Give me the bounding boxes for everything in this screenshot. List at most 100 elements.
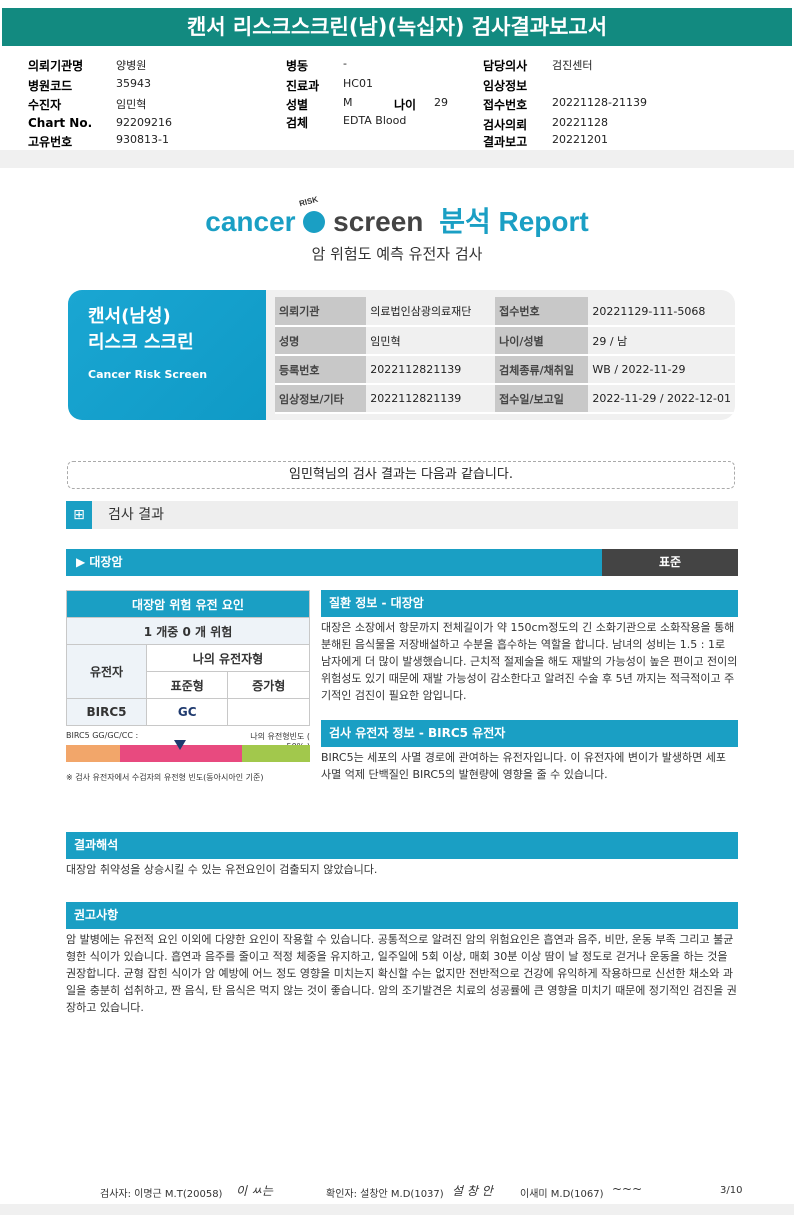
- info-key: 나이/성별: [495, 326, 589, 356]
- header-value: 임민혁: [116, 98, 147, 111]
- risk-count: 1 개중 0 개 위험: [66, 617, 310, 645]
- header-value: 29: [434, 96, 448, 109]
- header-label: 접수번호: [483, 98, 528, 112]
- info-value: 20221129-111-5068: [588, 297, 735, 327]
- info-row: 임상정보/기타 2022112821139 접수일/보고일 2022-11-29 / …: [275, 384, 735, 414]
- interpretation-header: 결과해석: [66, 832, 738, 859]
- header-value: 20221128: [552, 116, 608, 129]
- interpretation-text: 대장암 취약성을 상승시킬 수 있는 유전요인이 검출되지 않았습니다.: [66, 863, 378, 876]
- info-value: 2022-11-29 / 2022-12-01: [588, 384, 735, 414]
- tester-signature: 이 ㅆ는: [236, 1184, 273, 1198]
- header-label: 고유번호: [28, 135, 73, 149]
- scale-segment-high: [241, 745, 310, 762]
- header-value: -: [343, 57, 347, 70]
- divider-band: [0, 150, 794, 168]
- info-key: 성명: [275, 326, 367, 356]
- header-label: 성별: [286, 98, 309, 112]
- header-label: 병동: [286, 59, 309, 73]
- logo-screen: screen: [333, 206, 424, 237]
- logo-risk: RISK: [298, 194, 320, 209]
- genotype-marker-icon: [174, 740, 186, 750]
- tester: 검사자: 이명근 M.T(20058): [100, 1189, 223, 1200]
- header-value: HC01: [343, 77, 373, 90]
- scale-segment-low: [66, 745, 120, 762]
- cancer-name: ▶ 대장암: [76, 555, 123, 569]
- header-value: 930813-1: [116, 133, 169, 146]
- page-number: 3/10: [720, 1185, 743, 1196]
- info-row: 의뢰기관 의료법인삼광의료재단 접수번호 20221129-111-5068: [275, 297, 735, 327]
- header-value: EDTA Blood: [343, 114, 407, 127]
- info-value: 의료법인삼광의료재단: [366, 297, 496, 327]
- patient-info-card: 캔서(남성) 리스크 스크린 Cancer Risk Screen 의뢰기관 의료…: [68, 290, 735, 420]
- header-label: 병원코드: [28, 79, 73, 93]
- header-label: 담당의사: [483, 59, 528, 73]
- standard-value: GC: [145, 698, 229, 726]
- header-value: 양병원: [116, 59, 147, 72]
- header-value: 검진센터: [552, 59, 593, 72]
- header-value: 20221128-21139: [552, 96, 647, 109]
- header-label: 의뢰기관명: [28, 59, 84, 73]
- header-value: M: [343, 96, 353, 109]
- info-value: 29 / 남: [588, 326, 735, 356]
- info-value: 임민혁: [366, 326, 496, 356]
- info-value: 2022112821139: [366, 355, 496, 385]
- doctor2: 이새미 M.D(1067): [520, 1189, 604, 1200]
- gene-info-header: 검사 유전자 정보 - BIRC5 유전자: [321, 720, 738, 747]
- recommendation-text: 암 발병에는 유전적 요인 이외에 다양한 요인이 작용할 수 있습니다. 공통…: [66, 933, 737, 1014]
- my-genotype-header: 나의 유전자형: [146, 644, 310, 672]
- header-value: 20221201: [552, 133, 608, 146]
- frequency-scale: [66, 745, 310, 762]
- card-banner: 캔서(남성) 리스크 스크린 Cancer Risk Screen: [68, 290, 266, 420]
- recommendation-header: 권고사항: [66, 902, 738, 929]
- header-value: 35943: [116, 77, 151, 90]
- cancer-type-bar: ▶ 대장암 표준: [66, 549, 738, 576]
- dna-icon: RISK: [299, 195, 326, 233]
- increased-header: 증가형: [227, 671, 310, 699]
- info-key: 접수번호: [495, 297, 589, 327]
- info-key: 검체종류/채취일: [495, 355, 589, 385]
- scale-label-left: BIRC5 GG/GC/CC :: [66, 731, 139, 740]
- header-label: 수진자: [28, 98, 62, 112]
- risk-table-title: 대장암 위험 유전 요인: [66, 590, 310, 618]
- info-key: 등록번호: [275, 355, 367, 385]
- standard-header: 표준형: [145, 671, 229, 699]
- header-label: 검체: [286, 116, 309, 130]
- logo-cancer: cancer: [205, 206, 296, 237]
- header-label: Chart No.: [28, 116, 93, 130]
- summary-box: 임민혁님의 검사 결과는 다음과 같습니다.: [67, 461, 735, 489]
- gene-info-text: BIRC5는 세포의 사멸 경로에 관여하는 유전자입니다. 이 유전자에 변이…: [321, 751, 726, 781]
- info-row: 성명 임민혁 나이/성별 29 / 남: [275, 326, 735, 356]
- confirmer-signature: 설 창 안: [452, 1184, 493, 1198]
- header-label: 진료과: [286, 79, 320, 93]
- result-badge: 표준: [602, 549, 738, 576]
- increased-value: [227, 698, 310, 726]
- disease-info-text: 대장은 소장에서 항문까지 전체길이가 약 150cm정도의 긴 소화기관으로 …: [321, 621, 738, 702]
- logo-report: 분석 Report: [439, 206, 589, 237]
- confirmer: 확인자: 설창안 M.D(1037): [326, 1189, 444, 1200]
- header-label: 검사의뢰: [483, 118, 528, 132]
- scale-segment-mid: [119, 745, 242, 762]
- gene-name: BIRC5: [66, 698, 147, 726]
- footer-band: [0, 1204, 794, 1215]
- info-value: WB / 2022-11-29: [588, 355, 735, 385]
- card-english: Cancer Risk Screen: [88, 368, 208, 381]
- doctor2-signature: ~~~: [612, 1182, 643, 1196]
- header-label: 임상정보: [483, 79, 528, 93]
- risk-table: 대장암 위험 유전 요인 1 개중 0 개 위험 유전자 나의 유전자형 표준형 증…: [66, 590, 310, 726]
- disease-info-header: 질환 정보 - 대장암: [321, 590, 738, 617]
- section-title: 검사 결과: [108, 507, 164, 523]
- info-key: 임상정보/기타: [275, 384, 367, 414]
- scale-note: ※ 검사 유전자에서 수검자의 유전형 빈도(동아시아인 기준): [66, 773, 264, 782]
- folder-plus-icon: ⊞: [66, 501, 92, 529]
- info-key: 의뢰기관: [275, 297, 367, 327]
- header-label: 결과보고: [483, 135, 528, 149]
- gene-header: 유전자: [66, 644, 147, 699]
- header-label: 나이: [394, 98, 417, 112]
- header-value: 92209216: [116, 116, 172, 129]
- info-key: 접수일/보고일: [495, 384, 589, 414]
- cancer-screen-logo: cancer RISK screen 분석 Report: [0, 195, 794, 240]
- subtitle: 암 위험도 예측 유전자 검사: [311, 245, 483, 263]
- card-title-1: 캔서(남성): [88, 306, 171, 327]
- card-title-2: 리스크 스크린: [88, 332, 194, 353]
- report-title: 캔서 리스크스크린(남)(녹십자) 검사결과보고서: [2, 8, 792, 46]
